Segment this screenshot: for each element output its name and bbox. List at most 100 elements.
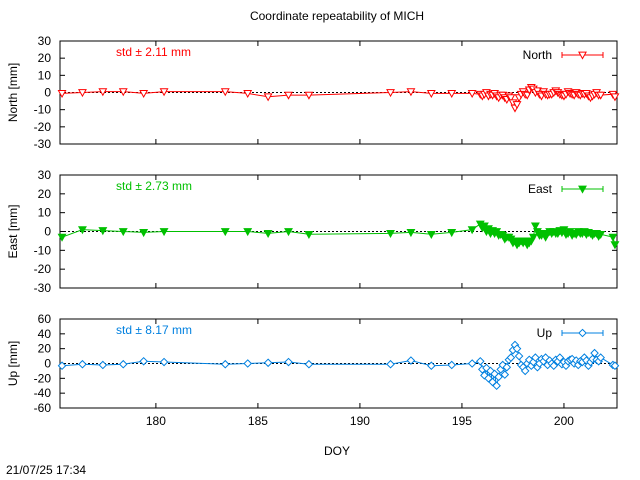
x-tick-label: 195 [452, 414, 472, 428]
up-data-point [520, 366, 530, 376]
up-data-point [480, 371, 489, 380]
up-data-point [590, 348, 599, 358]
up-data-point [512, 344, 522, 353]
x-tick-label: 180 [146, 414, 166, 428]
north-data-point [467, 89, 477, 98]
north-data-point [139, 89, 149, 98]
up-data-point [243, 359, 253, 368]
up-data-point [304, 359, 314, 369]
north-data-point [386, 89, 395, 98]
east-data-point [98, 227, 108, 236]
north-data-point [263, 93, 273, 102]
up-data-point [514, 351, 524, 361]
north-data-point [77, 89, 87, 98]
east-data-point [284, 228, 293, 237]
north-ytick-label: -10 [34, 103, 52, 117]
north-ytick-label: 20 [38, 51, 52, 65]
north-ytick-label: 0 [44, 86, 51, 100]
up-data-point [502, 362, 512, 372]
up-data-point [57, 361, 67, 371]
x-tick-label: 200 [554, 414, 574, 428]
up-ytick-label: 60 [38, 312, 52, 326]
up-data-point [596, 353, 605, 362]
up-data-point [524, 355, 534, 365]
east-data-point [530, 222, 540, 231]
east-data-point [447, 229, 457, 238]
up-ytick-label: -60 [34, 401, 52, 415]
up-ytick-label: 20 [38, 342, 52, 356]
up-data-point [118, 359, 128, 369]
up-data-point [475, 356, 485, 366]
timestamp: 21/07/25 17:34 [6, 463, 86, 477]
north-data-point [243, 89, 253, 98]
up-data-point [447, 360, 457, 370]
up-data-point [492, 381, 501, 391]
up-ytick-label: 40 [38, 327, 52, 341]
east-ytick-label: -10 [34, 243, 52, 257]
east-data-point [596, 230, 606, 239]
up-data-point [541, 353, 550, 362]
north-data-point [406, 88, 416, 97]
east-data-point [386, 230, 395, 239]
north-data-point [304, 91, 314, 100]
x-tick-label: 190 [350, 414, 370, 428]
north-y-axis-label: North [mm] [6, 63, 20, 122]
east-data-point [220, 228, 230, 237]
east-data-point [263, 230, 273, 239]
up-data-point [159, 357, 169, 367]
up-legend-marker [578, 328, 587, 338]
up-data-point [555, 353, 565, 362]
up-ytick-label: -20 [34, 371, 52, 385]
up-data-point [139, 356, 148, 366]
up-data-point [500, 370, 510, 379]
up-data-point [78, 359, 87, 369]
east-data-point [118, 228, 128, 237]
north-data-point [426, 89, 436, 98]
east-data-point [559, 226, 569, 235]
east-data-point [304, 230, 314, 239]
up-data-point [531, 353, 540, 362]
east-data-point [139, 229, 149, 238]
north-data-point [159, 88, 169, 97]
north-data-point [596, 91, 606, 100]
up-data-point [490, 369, 499, 379]
north-data-point [98, 88, 108, 97]
up-data-point [506, 353, 516, 362]
east-ytick-label: 0 [44, 225, 51, 239]
north-legend-label: North [523, 48, 552, 62]
east-std-label: std ± 2.73 mm [116, 179, 192, 193]
north-ytick-label: -30 [34, 137, 52, 151]
north-data-point [284, 91, 293, 100]
east-data-point [532, 228, 542, 237]
up-std-label: std ± 8.17 mm [116, 323, 192, 337]
north-legend-marker [578, 51, 587, 60]
up-data-point [386, 359, 395, 369]
east-legend-label: East [528, 182, 553, 196]
north-panel: -30 -20 -10 0 10 20 30 North [mm] std ± 2.11 mm N… [6, 34, 620, 151]
east-data-point [159, 228, 169, 237]
east-ytick-label: 10 [38, 206, 52, 220]
up-data-point [284, 357, 293, 367]
north-std-label: std ± 2.11 mm [116, 45, 191, 59]
north-ytick-label: 30 [38, 34, 52, 48]
east-ytick-label: 20 [38, 187, 52, 201]
east-ytick-label: 30 [38, 168, 52, 182]
north-data-point [506, 94, 516, 103]
up-data-point [98, 360, 108, 370]
up-data-point [482, 363, 491, 373]
up-y-axis-label: Up [mm] [6, 341, 20, 386]
up-legend-label: Up [537, 326, 553, 340]
east-data-point [243, 228, 253, 237]
east-ytick-label: -20 [34, 262, 52, 276]
north-data-point [447, 89, 457, 98]
east-panel: -30 -20 -10 0 10 20 30 East [mm] std ± 2.73 mm Ea… [6, 168, 620, 295]
up-data-point [549, 361, 559, 371]
up-ytick-label: 0 [44, 357, 51, 371]
north-data-point [512, 101, 522, 110]
east-ytick-label: -30 [34, 281, 52, 295]
east-data-point [608, 233, 618, 242]
up-data-point [427, 361, 436, 371]
north-ytick-label: -20 [34, 120, 52, 134]
